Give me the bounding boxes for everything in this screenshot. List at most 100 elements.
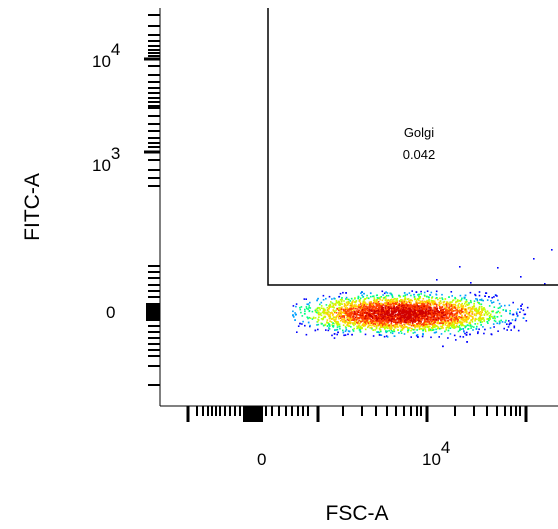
event-dot: [380, 312, 382, 315]
event-dot: [428, 313, 431, 316]
event-dot: [414, 312, 416, 315]
event-dot: [490, 333, 493, 335]
event-dot: [365, 308, 367, 310]
event-dot: [386, 300, 389, 302]
event-dot: [327, 310, 330, 313]
event-dot: [364, 303, 366, 305]
event-dot: [461, 323, 463, 326]
event-dot: [450, 307, 453, 310]
event-dot: [441, 309, 444, 312]
event-dot: [393, 324, 396, 326]
event-dot: [387, 294, 390, 297]
event-dot: [309, 324, 311, 327]
event-dot: [424, 330, 427, 333]
event-dot: [345, 329, 348, 331]
event-dot: [346, 308, 348, 311]
gate-rectangle[interactable]: [267, 8, 558, 286]
event-dot: [507, 326, 510, 328]
event-dot: [460, 309, 463, 312]
event-dot: [392, 320, 394, 322]
event-dot: [406, 298, 409, 300]
event-dot: [378, 297, 380, 299]
event-dot: [360, 303, 362, 305]
event-dot: [320, 301, 323, 304]
event-dot: [376, 304, 378, 306]
event-dot: [433, 320, 436, 322]
event-dot: [398, 305, 401, 307]
event-dot: [450, 304, 453, 306]
event-dot: [378, 331, 381, 334]
event-dot: [354, 305, 356, 308]
gate-value-label: 0.042: [403, 147, 436, 162]
event-dot: [372, 310, 374, 312]
event-dot: [500, 305, 503, 307]
event-dot: [431, 323, 434, 326]
event-dot: [451, 312, 454, 315]
event-dot: [412, 320, 415, 322]
event-dot: [372, 329, 375, 331]
event-dot: [365, 315, 367, 317]
event-dot: [479, 311, 482, 313]
event-dot: [388, 303, 390, 306]
event-dot: [468, 322, 471, 324]
event-dot: [322, 294, 325, 297]
event-dot: [360, 313, 363, 316]
event-dot: [412, 323, 414, 326]
event-dot: [404, 297, 406, 300]
event-dot: [399, 324, 401, 326]
event-dot: [496, 295, 498, 297]
event-dot: [490, 300, 492, 302]
event-dot: [410, 299, 412, 301]
event-dot: [344, 334, 347, 336]
event-dot: [387, 303, 389, 306]
event-dot: [345, 320, 347, 323]
event-dot: [373, 322, 375, 325]
event-dot: [316, 311, 318, 314]
event-dot: [370, 295, 372, 298]
event-dot: [513, 326, 516, 329]
event-dot: [464, 326, 466, 329]
event-dot: [386, 314, 389, 316]
event-dot: [488, 315, 491, 317]
event-dot: [481, 307, 483, 310]
event-dot: [392, 324, 394, 327]
event-dot: [388, 308, 390, 311]
event-dot: [450, 305, 453, 307]
event-dot: [441, 326, 444, 328]
event-dot: [295, 303, 298, 305]
event-dot: [374, 321, 376, 324]
event-dot: [393, 330, 396, 333]
event-dot: [384, 327, 386, 329]
event-dot: [438, 336, 440, 338]
event-dot: [445, 322, 448, 324]
event-dot: [345, 312, 347, 314]
event-dot: [337, 314, 339, 316]
event-dot: [501, 321, 504, 323]
event-dot: [426, 314, 429, 317]
event-dot: [435, 328, 437, 331]
event-dot: [417, 317, 420, 319]
event-dot: [468, 317, 470, 319]
event-dot: [380, 323, 382, 326]
event-dot: [360, 320, 362, 323]
event-dot: [460, 299, 463, 301]
event-dot: [478, 319, 480, 322]
event-dot: [394, 313, 397, 316]
event-dot: [432, 312, 435, 315]
event-dot: [364, 319, 366, 322]
event-dot: [402, 314, 405, 317]
event-dot: [348, 322, 350, 325]
event-dot: [425, 323, 428, 326]
event-dot: [353, 318, 356, 321]
event-dot: [394, 326, 396, 329]
event-dot: [329, 320, 331, 322]
event-dot: [357, 322, 360, 324]
event-dot: [442, 324, 444, 326]
event-dot: [352, 316, 354, 319]
event-dot: [357, 297, 359, 300]
event-dot: [401, 329, 404, 331]
event-dot: [384, 308, 387, 311]
event-dot: [414, 308, 417, 310]
event-dot: [440, 310, 442, 313]
event-dot: [413, 313, 415, 315]
